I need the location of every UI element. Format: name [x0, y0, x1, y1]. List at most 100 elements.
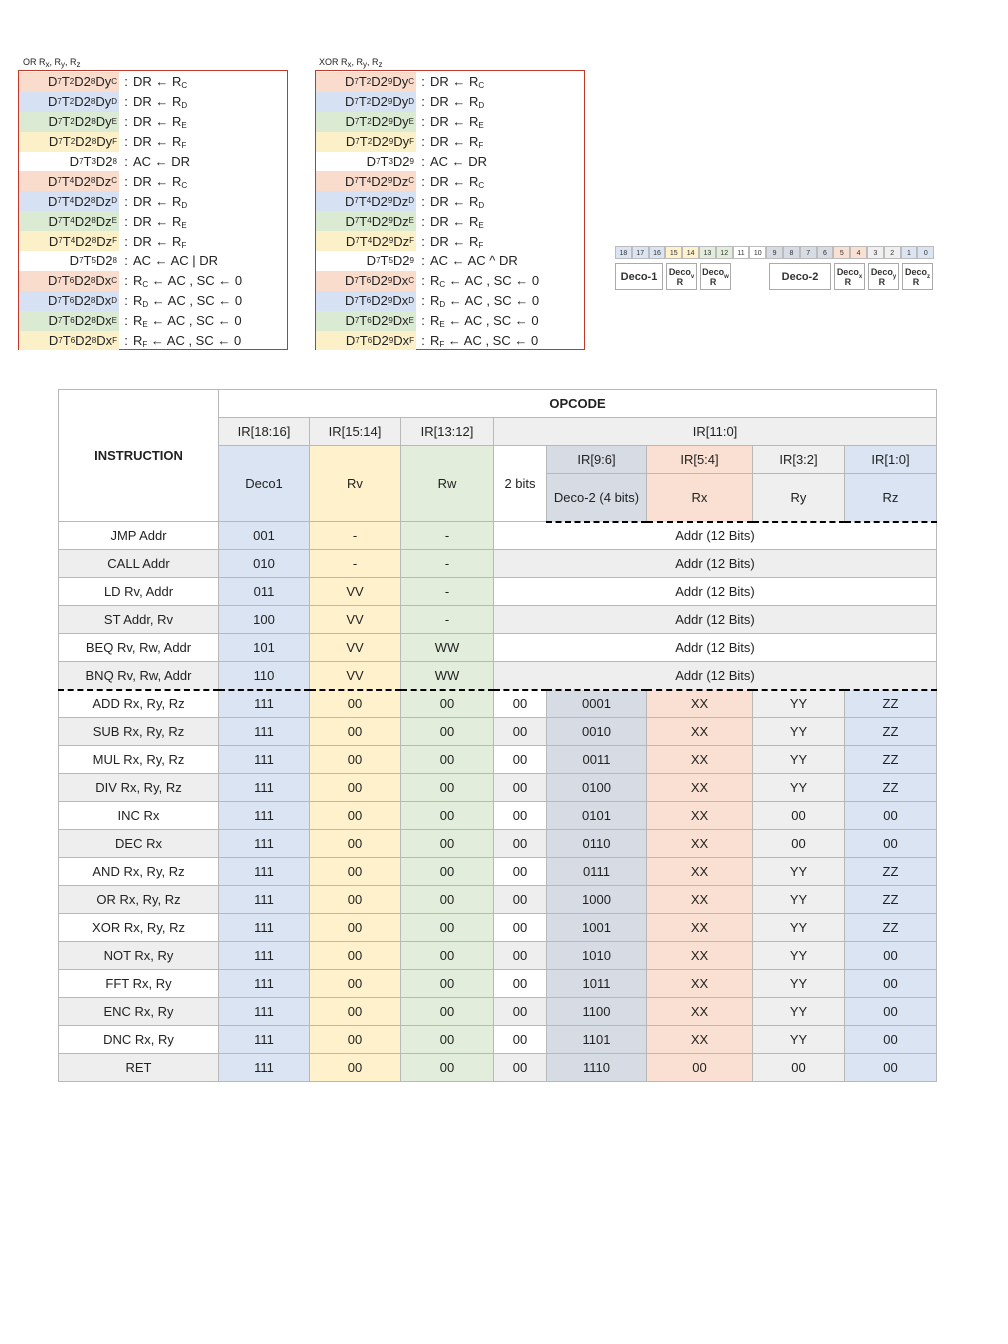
or-micro-operation: RF ← AC , SC ← 0 — [133, 333, 242, 350]
deco1-cell: 111 — [218, 857, 310, 886]
table-row: FFT Rx, Ry 111 00 00 00 1011 XX YY 00 — [58, 969, 937, 998]
separator-colon: : — [421, 94, 425, 110]
two-bits-header: 2 bits — [493, 445, 547, 522]
or-block-caption: OR Rx, Ry, Rz — [23, 57, 81, 69]
deco1-cell: 010 — [218, 549, 310, 578]
ry-cell: 00 — [752, 801, 845, 830]
xor-micro-operation: DR ← RF — [430, 233, 484, 250]
rv-cell: 00 — [309, 913, 401, 942]
rz-header: Rz — [844, 473, 937, 523]
deco2-cell: 0110 — [546, 829, 647, 858]
deco1-cell: 111 — [218, 773, 310, 802]
deco1-cell: 101 — [218, 633, 310, 662]
instruction-cell: SUB Rx, Ry, Rz — [58, 717, 219, 746]
xor-control-signal: D 7 T 2 D2 9 Dy E — [316, 111, 416, 132]
or-rtl-row: D 7 T 6 D2 8 Dx C: RC ← AC , SC ← 0 — [19, 270, 287, 291]
rv-cell: 00 — [309, 801, 401, 830]
or-micro-operation: RC ← AC , SC ← 0 — [133, 273, 243, 290]
table-row: ST Addr, Rv 100 VV - Addr (12 Bits) — [58, 605, 937, 634]
rv-cell: 00 — [309, 857, 401, 886]
deco2-cell: 1110 — [546, 1053, 647, 1082]
rw-cell: 00 — [400, 941, 494, 970]
instruction-cell: CALL Addr — [58, 549, 219, 578]
xor-control-signal: D 7 T 4 D2 9 Dz D — [316, 191, 416, 212]
ry-header: Ry — [752, 473, 845, 523]
two-bits-cell: 00 — [493, 997, 547, 1026]
rv-cell: VV — [309, 661, 401, 691]
rv-cell: 00 — [309, 689, 401, 718]
instruction-cell: XOR Rx, Ry, Rz — [58, 913, 219, 942]
rz-cell: 00 — [844, 1025, 937, 1054]
addr-cell: Addr (12 Bits) — [493, 549, 937, 578]
or-rtl-row: D 7 T 2 D2 8 Dy C: DR ← RC — [19, 72, 287, 92]
bit-cell: 13 — [699, 246, 716, 259]
addr-cell: Addr (12 Bits) — [493, 521, 937, 550]
instruction-cell: OR Rx, Ry, Rz — [58, 885, 219, 914]
rw-cell: 00 — [400, 689, 494, 718]
ry-cell: YY — [752, 885, 845, 914]
xor-control-signal: D 7 T 3 D2 9 — [366, 154, 414, 169]
two-bits-cell: 00 — [493, 913, 547, 942]
instruction-header: INSTRUCTION — [58, 389, 219, 522]
rx-cell: XX — [646, 717, 753, 746]
rx-cell: XX — [646, 913, 753, 942]
xor-rtl-row: D 7 T 2 D2 9 Dy E: DR ← RE — [316, 111, 584, 132]
instruction-cell: FFT Rx, Ry — [58, 969, 219, 998]
addr-cell: Addr (12 Bits) — [493, 661, 937, 691]
deco1-cell: 011 — [218, 577, 310, 606]
rw-cell: 00 — [400, 717, 494, 746]
rz-cell: ZZ — [844, 717, 937, 746]
table-row: ENC Rx, Ry 111 00 00 00 1100 XX YY 00 — [58, 997, 937, 1026]
bit-cell: 3 — [867, 246, 884, 259]
rx-cell: XX — [646, 857, 753, 886]
separator-colon: : — [421, 134, 425, 150]
xor-control-signal: D 7 T 5 D2 9 — [366, 253, 414, 269]
two-bits-cell: 00 — [493, 773, 547, 802]
rz-cell: ZZ — [844, 745, 937, 774]
instruction-cell: LD Rv, Addr — [58, 577, 219, 606]
or-rtl-row: D 7 T 2 D2 8 Dy D: DR ← RD — [19, 91, 287, 112]
or-control-signal: D 7 T 4 D2 8 Dz C — [19, 171, 119, 192]
bit-cell: 17 — [631, 246, 649, 259]
rx-cell: XX — [646, 969, 753, 998]
ir-5-4-header: IR[5:4] — [646, 445, 753, 474]
separator-colon: : — [421, 173, 425, 189]
deco2-cell: 0101 — [546, 801, 647, 830]
deco1-cell: 111 — [218, 1053, 310, 1082]
two-bits-cell: 00 — [493, 801, 547, 830]
or-micro-operation: DR ← RD — [133, 193, 188, 210]
rx-header: Rx — [646, 473, 753, 523]
deco2-cell: 0010 — [546, 717, 647, 746]
separator-colon: : — [421, 154, 425, 169]
or-rtl-row: D 7 T 4 D2 8 Dz F: DR ← RF — [19, 231, 287, 252]
xor-rtl-row: D 7 T 2 D2 9 Dy F: DR ← RF — [316, 131, 584, 152]
deco2-cell: 0111 — [546, 857, 647, 886]
xor-rtl-row: D 7 T 4 D2 9 Dz D: DR ← RD — [316, 191, 584, 212]
ry-cell: YY — [752, 997, 845, 1026]
xor-rtl-row: D 7 T 2 D2 9 Dy C: DR ← RC — [316, 72, 584, 92]
table-row: JMP Addr 001- - Addr (12 Bits) — [58, 521, 937, 550]
table-row: RET 111 00 00 00 1110 00 00 00 — [58, 1053, 937, 1082]
table-row: BNQ Rv, Rw, Addr 110 VV WW Addr (12 Bits) — [58, 661, 937, 691]
separator-colon: : — [124, 253, 128, 269]
separator-colon: : — [124, 114, 128, 130]
deco1-cell: 111 — [218, 829, 310, 858]
separator-colon: : — [421, 313, 425, 329]
xor-control-signal: D 7 T 4 D2 9 Dz E — [316, 211, 416, 232]
rz-cell: 00 — [844, 941, 937, 970]
or-rtl-row: D 7 T 3 D2 8: AC ← DR — [19, 152, 287, 172]
or-micro-operation: DR ← RE — [133, 114, 187, 131]
two-bits-cell: 00 — [493, 969, 547, 998]
rv-cell: 00 — [309, 829, 401, 858]
bit-cell: 8 — [783, 246, 800, 259]
rx-cell: XX — [646, 1025, 753, 1054]
or-micro-operation: RD ← AC , SC ← 0 — [133, 293, 243, 310]
rw-cell: WW — [400, 633, 494, 662]
instruction-cell: BNQ Rv, Rw, Addr — [58, 661, 219, 691]
xor-micro-operation: DR ← RD — [430, 94, 485, 111]
addr-cell: Addr (12 Bits) — [493, 605, 937, 634]
separator-colon: : — [421, 293, 425, 309]
